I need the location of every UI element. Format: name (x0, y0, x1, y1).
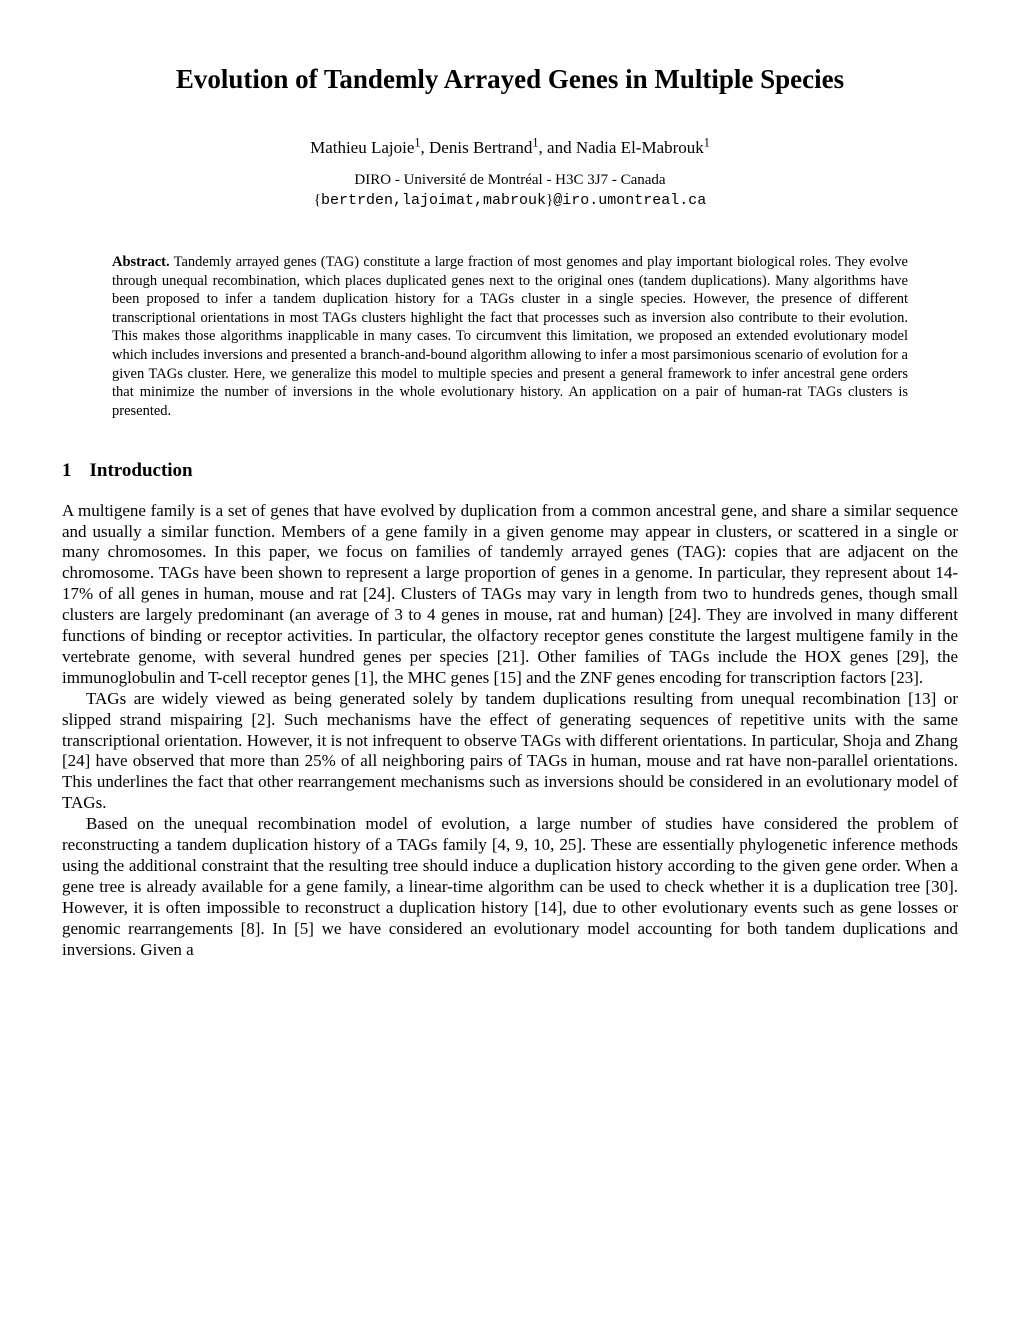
abstract-label: Abstract. (112, 254, 170, 270)
email-users: bertrden,lajoimat,mabrouk (321, 192, 546, 209)
email-line: {bertrden,lajoimat,mabrouk}@iro.umontrea… (62, 192, 958, 210)
affiliation-line: DIRO - Université de Montréal - H3C 3J7 … (62, 172, 958, 190)
page-title: Evolution of Tandemly Arrayed Genes in M… (62, 64, 958, 96)
paragraph-1: A multigene family is a set of genes tha… (62, 501, 958, 689)
section-title: Introduction (90, 460, 193, 481)
abstract-block: Abstract. Tandemly arrayed genes (TAG) c… (112, 253, 908, 420)
body-text: A multigene family is a set of genes tha… (62, 501, 958, 961)
section-heading: 1 Introduction (62, 460, 958, 482)
section-number: 1 (62, 460, 72, 482)
paragraph-3: Based on the unequal recombination model… (62, 814, 958, 960)
paragraph-2: TAGs are widely viewed as being generate… (62, 689, 958, 814)
email-domain: @iro.umontreal.ca (553, 192, 706, 209)
abstract-text: Tandemly arrayed genes (TAG) constitute … (112, 254, 908, 418)
authors-line: Mathieu Lajoie1, Denis Bertrand1, and Na… (62, 138, 958, 158)
